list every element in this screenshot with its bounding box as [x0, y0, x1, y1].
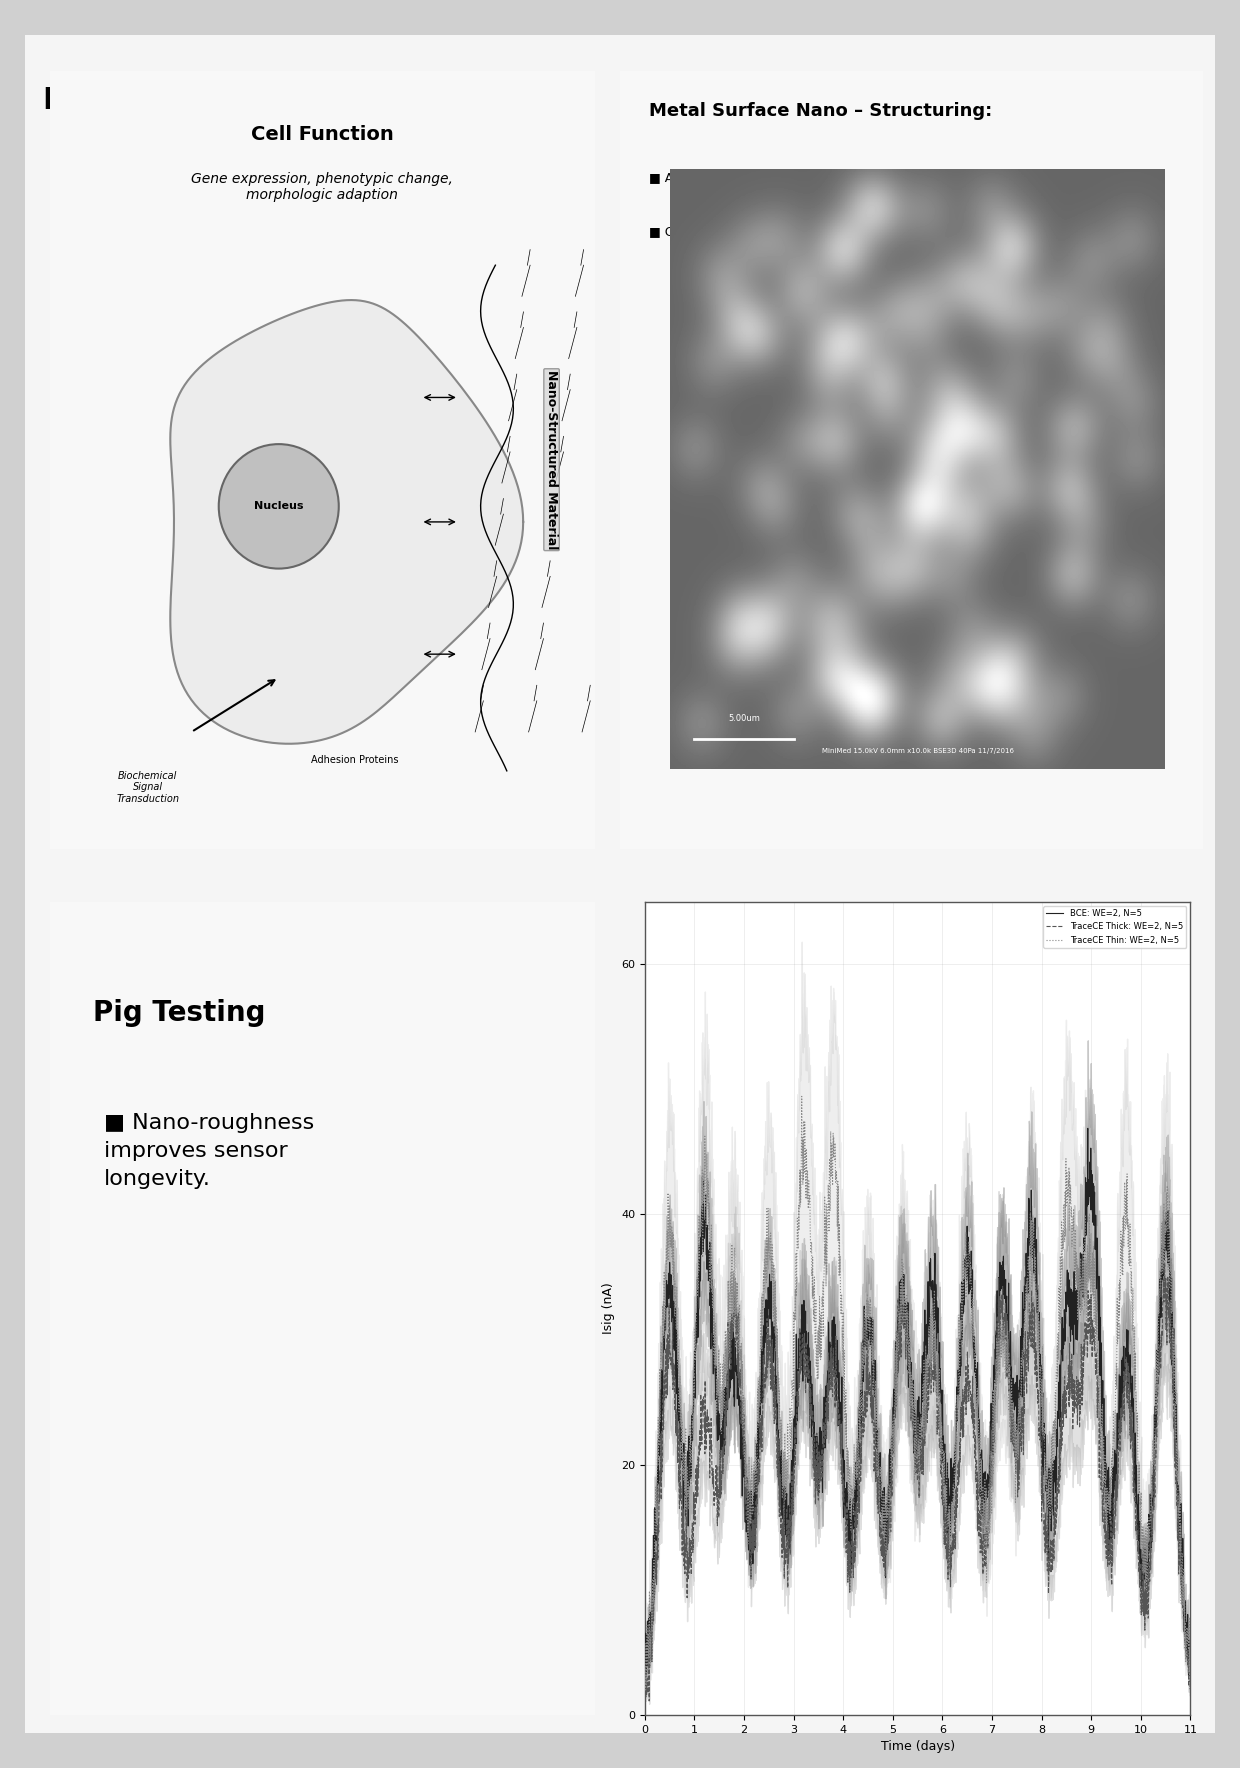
- Line: TraceCE Thin: WE=2, N=5: TraceCE Thin: WE=2, N=5: [645, 1096, 1190, 1690]
- TraceCE Thin: WE=2, N=5: (0, 3.69): WE=2, N=5: (0, 3.69): [637, 1658, 652, 1680]
- Text: FIG. 1A: FIG. 1A: [42, 87, 167, 115]
- BCE: WE=2, N=5: (5.35, 27.9): WE=2, N=5: (5.35, 27.9): [903, 1354, 918, 1376]
- Text: Adhesion Proteins: Adhesion Proteins: [311, 755, 399, 766]
- BCE: WE=2, N=5: (8.93, 46.9): WE=2, N=5: (8.93, 46.9): [1080, 1117, 1095, 1139]
- TraceCE Thin: WE=2, N=5: (5.36, 27.5): WE=2, N=5: (5.36, 27.5): [903, 1361, 918, 1383]
- FancyBboxPatch shape: [609, 55, 1214, 865]
- BCE: WE=2, N=5: (10.7, 25.8): WE=2, N=5: (10.7, 25.8): [1168, 1383, 1183, 1404]
- BCE: WE=2, N=5: (0.0055, 3): WE=2, N=5: (0.0055, 3): [637, 1667, 652, 1688]
- TraceCE Thin: WE=2, N=5: (0.0165, 2): WE=2, N=5: (0.0165, 2): [639, 1680, 653, 1701]
- FancyBboxPatch shape: [38, 55, 606, 865]
- TraceCE Thick: WE=2, N=5: (10.5, 36.1): WE=2, N=5: (10.5, 36.1): [1157, 1252, 1172, 1273]
- TraceCE Thin: WE=2, N=5: (10.7, 24.8): WE=2, N=5: (10.7, 24.8): [1167, 1393, 1182, 1414]
- Line: BCE: WE=2, N=5: BCE: WE=2, N=5: [645, 1128, 1190, 1678]
- TraceCE Thin: WE=2, N=5: (11, 3.86): WE=2, N=5: (11, 3.86): [1183, 1657, 1198, 1678]
- Ellipse shape: [218, 444, 339, 569]
- TraceCE Thin: WE=2, N=5: (5.07, 30.6): WE=2, N=5: (5.07, 30.6): [889, 1321, 904, 1342]
- X-axis label: Time (days): Time (days): [880, 1740, 955, 1754]
- TraceCE Thin: WE=2, N=5: (10.7, 22.1): WE=2, N=5: (10.7, 22.1): [1168, 1429, 1183, 1450]
- TraceCE Thick: WE=2, N=5: (0.088, 1.12): WE=2, N=5: (0.088, 1.12): [642, 1690, 657, 1711]
- TraceCE Thick: WE=2, N=5: (8.67, 26.7): WE=2, N=5: (8.67, 26.7): [1068, 1370, 1083, 1391]
- Text: ■ Nano-roughness
improves sensor
longevity.: ■ Nano-roughness improves sensor longevi…: [104, 1114, 315, 1190]
- TraceCE Thin: WE=2, N=5: (0.567, 37.7): WE=2, N=5: (0.567, 37.7): [666, 1232, 681, 1254]
- TraceCE Thick: WE=2, N=5: (11, 4.59): WE=2, N=5: (11, 4.59): [1183, 1648, 1198, 1669]
- TraceCE Thick: WE=2, N=5: (0.567, 26): WE=2, N=5: (0.567, 26): [666, 1379, 681, 1400]
- Line: TraceCE Thick: WE=2, N=5: TraceCE Thick: WE=2, N=5: [645, 1262, 1190, 1701]
- TraceCE Thin: WE=2, N=5: (3.16, 49.4): WE=2, N=5: (3.16, 49.4): [795, 1086, 810, 1107]
- Text: Cell Function: Cell Function: [250, 126, 394, 145]
- FancyBboxPatch shape: [38, 886, 606, 1731]
- TraceCE Thick: WE=2, N=5: (10.7, 23.2): WE=2, N=5: (10.7, 23.2): [1167, 1414, 1182, 1436]
- Text: ■ Affect function of foreign body response cells: ■ Affect function of foreign body respon…: [650, 171, 949, 186]
- Text: Gene expression, phenotypic change,
morphologic adaption: Gene expression, phenotypic change, morp…: [191, 171, 454, 202]
- BCE: WE=2, N=5: (8.67, 31.9): WE=2, N=5: (8.67, 31.9): [1068, 1305, 1083, 1326]
- Legend: BCE: WE=2, N=5, TraceCE Thick: WE=2, N=5, TraceCE Thin: WE=2, N=5: BCE: WE=2, N=5, TraceCE Thick: WE=2, N=5…: [1043, 905, 1187, 948]
- TraceCE Thick: WE=2, N=5: (5.06, 27.4): WE=2, N=5: (5.06, 27.4): [889, 1361, 904, 1383]
- Text: Nano-Structured Material: Nano-Structured Material: [546, 370, 558, 550]
- BCE: WE=2, N=5: (5.06, 29.8): WE=2, N=5: (5.06, 29.8): [889, 1331, 904, 1353]
- BCE: WE=2, N=5: (0.567, 31.5): WE=2, N=5: (0.567, 31.5): [666, 1310, 681, 1331]
- Text: Metal Surface Nano – Structuring:: Metal Surface Nano – Structuring:: [650, 103, 992, 120]
- TraceCE Thick: WE=2, N=5: (0, 2.22): WE=2, N=5: (0, 2.22): [637, 1676, 652, 1697]
- Text: 5.00um: 5.00um: [728, 714, 760, 723]
- Text: Nucleus: Nucleus: [254, 502, 304, 511]
- BCE: WE=2, N=5: (0, 6.57): WE=2, N=5: (0, 6.57): [637, 1623, 652, 1644]
- Polygon shape: [170, 301, 523, 744]
- Text: Pig Testing: Pig Testing: [93, 999, 265, 1027]
- TraceCE Thick: WE=2, N=5: (10.7, 19.7): WE=2, N=5: (10.7, 19.7): [1168, 1459, 1183, 1480]
- Y-axis label: Isig (nA): Isig (nA): [603, 1282, 615, 1335]
- Text: ■ Can direct different immune responses: ■ Can direct different immune responses: [650, 226, 909, 239]
- TraceCE Thin: WE=2, N=5: (8.67, 36.3): WE=2, N=5: (8.67, 36.3): [1068, 1250, 1083, 1271]
- FancyBboxPatch shape: [12, 18, 1228, 1750]
- Text: Biochemical
Signal
Transduction: Biochemical Signal Transduction: [117, 771, 180, 804]
- BCE: WE=2, N=5: (11, 3.36): WE=2, N=5: (11, 3.36): [1183, 1662, 1198, 1683]
- BCE: WE=2, N=5: (10.7, 24.9): WE=2, N=5: (10.7, 24.9): [1167, 1391, 1182, 1413]
- Text: MiniMed 15.0kV 6.0mm x10.0k BSE3D 40Pa 11/7/2016: MiniMed 15.0kV 6.0mm x10.0k BSE3D 40Pa 1…: [822, 748, 1013, 753]
- TraceCE Thick: WE=2, N=5: (5.35, 25.5): WE=2, N=5: (5.35, 25.5): [903, 1386, 918, 1407]
